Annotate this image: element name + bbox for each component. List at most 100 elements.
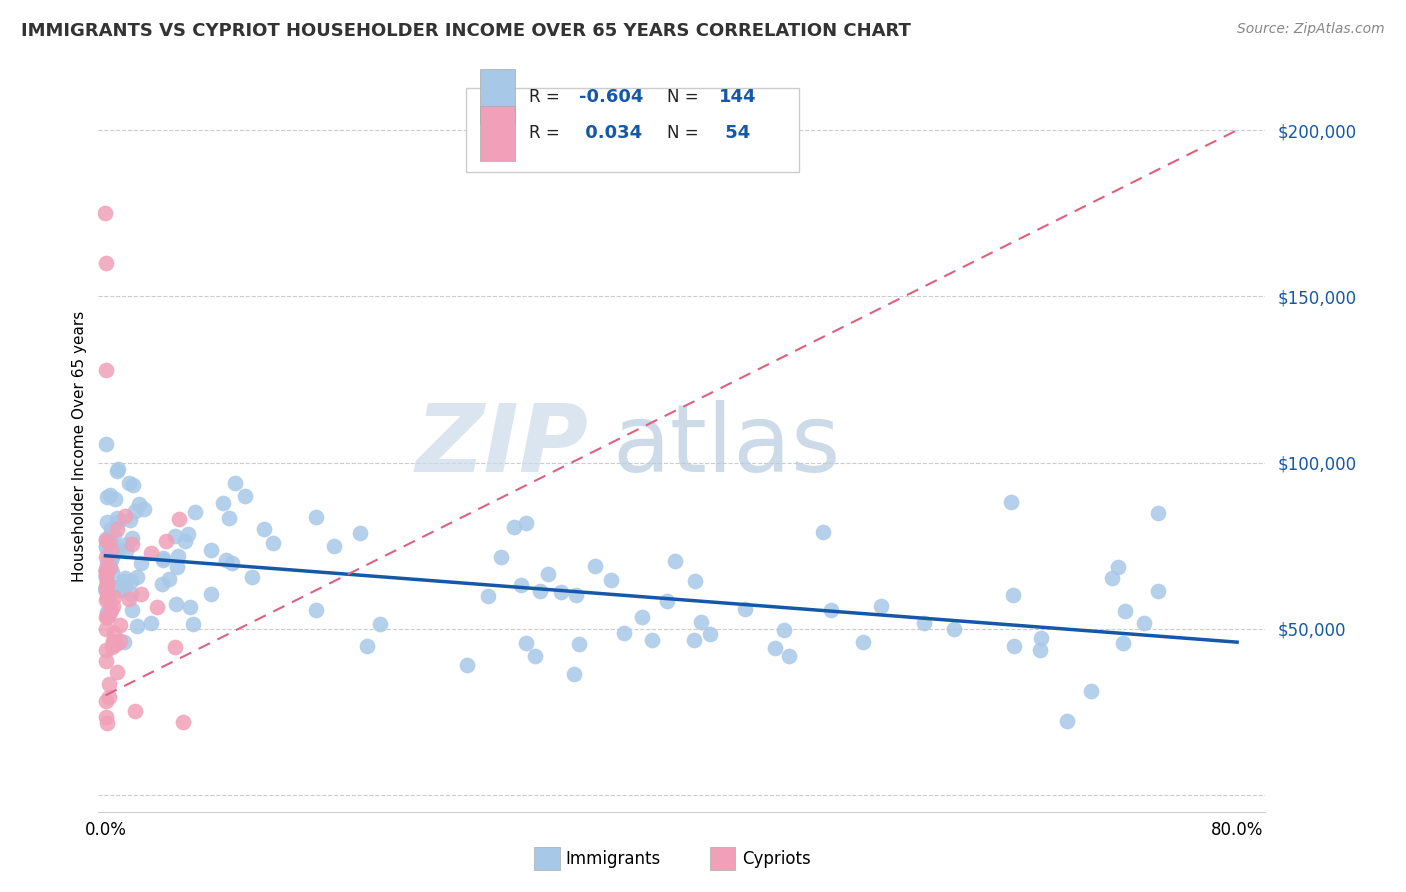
Point bbox=[1001, 588, 1024, 602]
Point bbox=[150, 577, 173, 591]
Point bbox=[122, 477, 145, 491]
Bar bbox=[479, 106, 515, 161]
Point bbox=[253, 522, 276, 536]
Point bbox=[98, 536, 121, 550]
Point bbox=[1029, 643, 1052, 657]
Point bbox=[1031, 631, 1053, 645]
Point bbox=[94, 206, 117, 220]
Point bbox=[155, 534, 177, 549]
Point bbox=[515, 636, 537, 650]
Point bbox=[491, 550, 513, 565]
Point bbox=[370, 616, 392, 631]
Point bbox=[174, 534, 197, 549]
Point bbox=[96, 694, 118, 708]
Point bbox=[108, 634, 131, 648]
Point bbox=[94, 582, 117, 596]
Point bbox=[631, 610, 654, 624]
Point bbox=[101, 580, 124, 594]
Text: 144: 144 bbox=[720, 87, 756, 106]
Point bbox=[103, 634, 125, 648]
Point bbox=[120, 574, 142, 588]
Point bbox=[100, 603, 122, 617]
Text: N =: N = bbox=[666, 87, 703, 106]
Point bbox=[870, 599, 893, 614]
Text: Cypriots: Cypriots bbox=[742, 850, 811, 868]
Point bbox=[942, 623, 965, 637]
Point bbox=[912, 615, 935, 630]
Point bbox=[811, 525, 834, 540]
Point bbox=[166, 549, 188, 564]
Point bbox=[262, 535, 284, 549]
Point bbox=[121, 531, 143, 545]
Point bbox=[94, 564, 117, 578]
Point bbox=[212, 496, 235, 510]
Point bbox=[114, 508, 136, 523]
Point bbox=[96, 580, 118, 594]
Point bbox=[1000, 495, 1022, 509]
Point bbox=[98, 488, 121, 502]
Point bbox=[125, 570, 148, 584]
Point bbox=[105, 665, 128, 679]
Point bbox=[305, 603, 328, 617]
Point bbox=[94, 563, 117, 577]
Point bbox=[515, 516, 537, 530]
Point bbox=[105, 522, 128, 536]
Point bbox=[1112, 636, 1135, 650]
Point bbox=[94, 256, 117, 270]
Point bbox=[305, 510, 328, 524]
Point bbox=[118, 475, 141, 490]
Point bbox=[96, 533, 118, 548]
Point bbox=[145, 599, 167, 614]
Point bbox=[1056, 714, 1078, 728]
Point bbox=[456, 657, 478, 672]
Point bbox=[101, 640, 124, 654]
Point bbox=[96, 490, 118, 504]
Text: ZIP: ZIP bbox=[416, 400, 589, 492]
Point bbox=[96, 607, 118, 621]
Point bbox=[94, 709, 117, 723]
Point bbox=[128, 497, 150, 511]
Point bbox=[179, 600, 201, 615]
Point bbox=[101, 636, 124, 650]
Point bbox=[94, 593, 117, 607]
Point bbox=[94, 571, 117, 585]
Point bbox=[157, 572, 180, 586]
Point bbox=[105, 637, 128, 651]
Point bbox=[152, 553, 174, 567]
Point bbox=[477, 589, 499, 603]
Point bbox=[127, 619, 149, 633]
Point bbox=[550, 584, 572, 599]
Point bbox=[100, 565, 122, 579]
Point bbox=[107, 462, 129, 476]
Point bbox=[100, 533, 122, 547]
Point bbox=[94, 539, 117, 553]
Text: -0.604: -0.604 bbox=[579, 87, 644, 106]
Point bbox=[163, 640, 186, 654]
Point bbox=[107, 515, 129, 529]
Point bbox=[96, 565, 118, 579]
Point bbox=[763, 641, 786, 656]
Point bbox=[100, 553, 122, 567]
Point bbox=[114, 571, 136, 585]
Point bbox=[96, 568, 118, 582]
Point bbox=[105, 464, 128, 478]
Point bbox=[96, 574, 118, 589]
Point bbox=[96, 591, 118, 606]
Point bbox=[124, 504, 146, 518]
Point bbox=[101, 549, 124, 563]
Point bbox=[568, 637, 591, 651]
Point bbox=[233, 489, 256, 503]
Point bbox=[107, 542, 129, 557]
Point bbox=[112, 574, 135, 588]
Point bbox=[510, 577, 533, 591]
Point bbox=[98, 560, 121, 574]
Point bbox=[221, 556, 243, 570]
Text: Immigrants: Immigrants bbox=[565, 850, 661, 868]
Point bbox=[141, 615, 163, 630]
Point bbox=[820, 603, 842, 617]
Point bbox=[98, 603, 121, 617]
Text: R =: R = bbox=[529, 124, 565, 143]
Y-axis label: Householder Income Over 65 years: Householder Income Over 65 years bbox=[72, 310, 87, 582]
Point bbox=[94, 610, 117, 624]
Point bbox=[96, 540, 118, 554]
